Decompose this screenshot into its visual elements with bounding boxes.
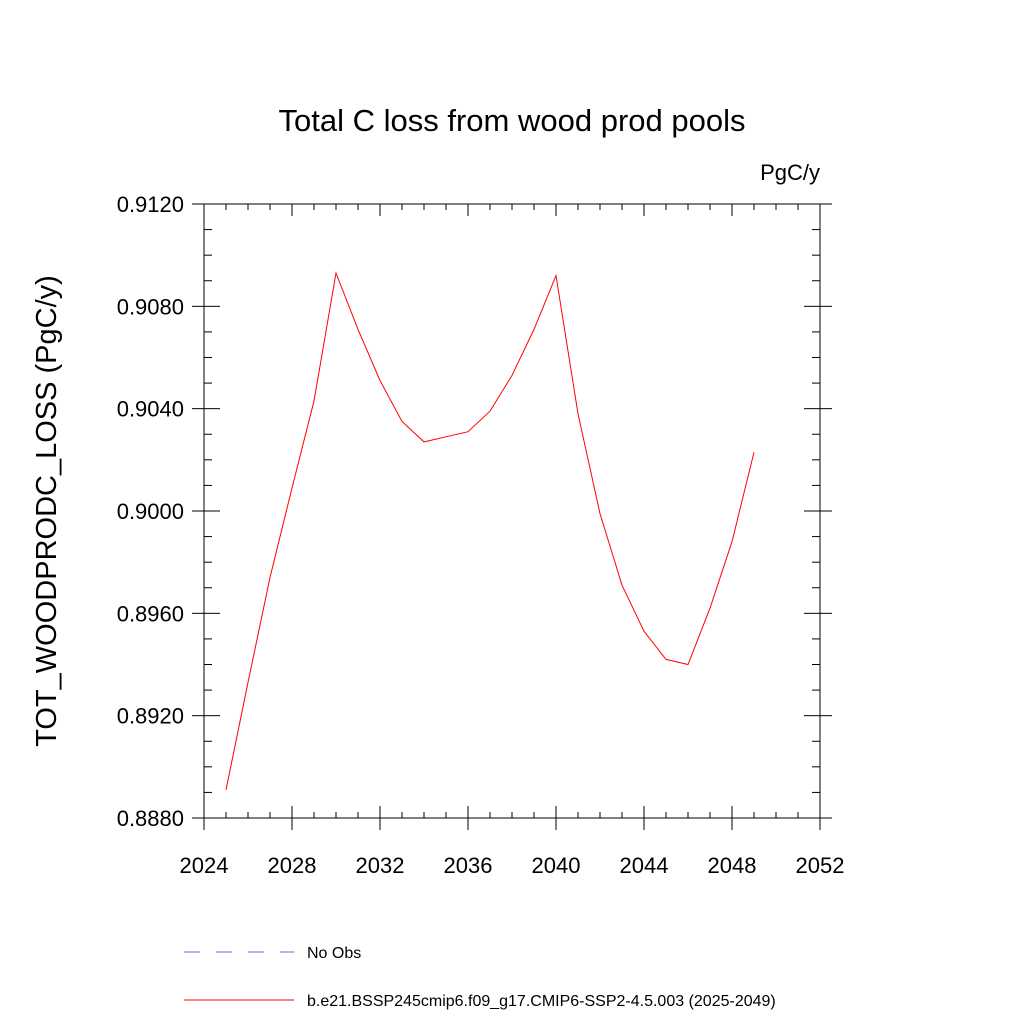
series-lines (225, 271, 755, 791)
y-tick-label: 0.8880 (117, 806, 184, 831)
legend: No Obs b.e21.BSSP245cmip6.f09_g17.CMIP6-S… (184, 945, 776, 1010)
y-tick-label: 0.9000 (117, 499, 184, 524)
y-tick-label: 0.8920 (117, 704, 184, 729)
units-label: PgC/y (760, 160, 820, 185)
x-tick-label: 2024 (180, 853, 229, 878)
x-tick-label: 2032 (356, 853, 405, 878)
y-tick-labels: 0.8880 0.8920 0.8960 0.9000 0.9040 0.9080 0.91… (117, 192, 184, 831)
x-tick-label: 2036 (444, 853, 493, 878)
legend-label: No Obs (307, 945, 361, 962)
legend-label: b.e21.BSSP245cmip6.f09_g17.CMIP6-SSP2-4.… (307, 993, 776, 1010)
chart-title: Total C loss from wood prod pools (279, 103, 746, 138)
x-tick-label: 2048 (708, 853, 757, 878)
x-tick-label: 2052 (796, 853, 845, 878)
series-line (225, 271, 755, 791)
x-tick-labels: 2024 2028 2032 2036 2040 2044 2048 2052 (180, 853, 845, 878)
plot-frame (203, 203, 821, 819)
y-tick-label: 0.9080 (117, 294, 184, 319)
y-axis-label: TOT_WOODPRODC_LOSS (PgC/y) (31, 275, 63, 747)
x-tick-label: 2044 (620, 853, 669, 878)
x-tick-label: 2028 (268, 853, 317, 878)
y-tick-label: 0.9040 (117, 397, 184, 422)
y-tick-label: 0.9120 (117, 192, 184, 217)
x-tick-label: 2040 (532, 853, 581, 878)
axis-ticks (192, 203, 832, 830)
y-tick-label: 0.8960 (117, 601, 184, 626)
